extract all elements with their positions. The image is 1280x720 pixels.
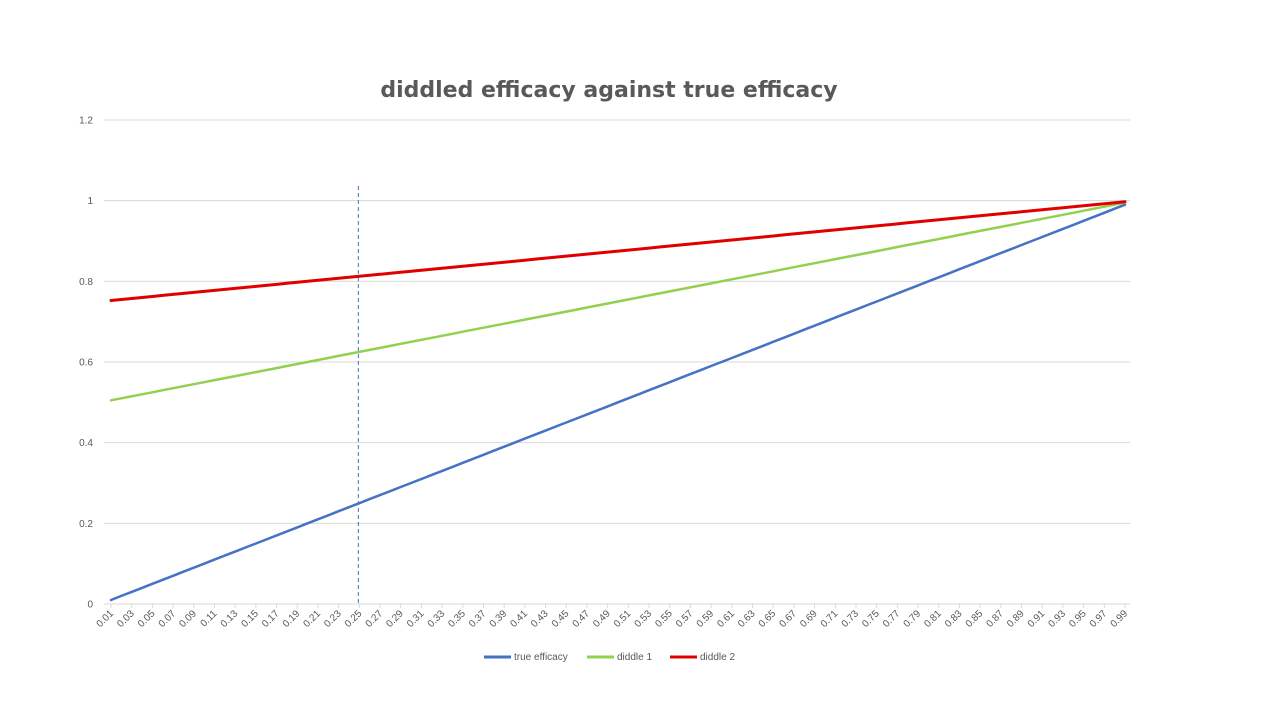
- x-tick-label: 0.31: [405, 608, 427, 630]
- x-tick-label: 0.59: [695, 608, 717, 630]
- y-tick-label: 0.2: [79, 519, 93, 530]
- x-tick-label: 0.27: [364, 608, 386, 630]
- x-tick-label: 0.89: [1005, 608, 1027, 630]
- y-tick-label: 0.6: [79, 358, 93, 369]
- x-tick-label: 0.95: [1067, 608, 1089, 630]
- x-tick-label: 0.77: [881, 608, 903, 630]
- x-tick-label: 0.03: [115, 608, 137, 630]
- x-tick-label: 0.63: [736, 608, 758, 630]
- x-tick-label: 0.21: [302, 608, 324, 630]
- series-line-2: [109, 201, 1127, 402]
- x-tick-label: 0.07: [157, 608, 179, 630]
- x-tick-label: 0.29: [384, 608, 406, 630]
- x-tick-label: 0.97: [1088, 608, 1110, 630]
- x-tick-label: 0.41: [508, 608, 530, 630]
- x-tick-label: 0.83: [943, 608, 965, 630]
- gridlines: [104, 119, 1130, 605]
- y-tick-label: 1: [87, 196, 93, 207]
- x-tick-label: 0.09: [177, 608, 199, 630]
- x-tick-label: 0.39: [488, 608, 510, 630]
- y-tick-label: 0.4: [79, 438, 93, 449]
- x-tick-label: 0.75: [860, 608, 882, 630]
- x-tick-label: 0.93: [1046, 608, 1068, 630]
- chart-title: diddled efficacy against true efficacy: [380, 78, 837, 103]
- x-tick-label: 0.25: [343, 608, 365, 630]
- series-line-1: [109, 203, 1127, 602]
- x-tick-label: 0.11: [199, 608, 220, 629]
- y-tick-label: 0: [87, 600, 93, 611]
- x-tick-label: 0.79: [902, 608, 924, 630]
- legend-label: true efficacy: [514, 652, 568, 663]
- x-tick-label: 0.47: [571, 608, 593, 630]
- x-tick-label: 0.17: [260, 608, 282, 630]
- x-tick-label: 0.53: [633, 608, 655, 630]
- x-tick-label: 0.23: [322, 608, 344, 630]
- series-lines: [109, 200, 1127, 602]
- x-tick-label: 0.43: [529, 608, 551, 630]
- x-tick-label: 0.49: [591, 608, 613, 630]
- x-tick-label: 0.37: [467, 608, 489, 630]
- x-tick-label: 0.85: [964, 608, 986, 630]
- x-tick-label: 0.05: [136, 608, 158, 630]
- legend-label: diddle 2: [700, 652, 735, 663]
- x-tick-label: 0.73: [840, 608, 862, 630]
- x-tick-label: 0.65: [757, 608, 779, 630]
- x-tick-label: 0.15: [239, 608, 261, 630]
- x-tick-label: 0.99: [1109, 608, 1131, 630]
- x-tick-label: 0.33: [426, 608, 448, 630]
- x-tick-label: 0.55: [653, 608, 675, 630]
- x-tick-label: 0.71: [819, 608, 841, 630]
- y-tick-label: 1.2: [79, 116, 93, 127]
- x-tick-label: 0.57: [674, 608, 696, 630]
- x-tick-label: 0.67: [777, 608, 799, 630]
- x-tick-label: 0.01: [95, 608, 117, 630]
- x-tick-label: 0.19: [281, 608, 303, 630]
- x-tick-label: 0.35: [446, 608, 468, 630]
- x-tick-label: 0.61: [715, 608, 737, 630]
- legend: true efficacy diddle 1 diddle 2: [484, 652, 735, 663]
- x-tick-label: 0.13: [219, 608, 241, 630]
- x-tick-label: 0.91: [1026, 608, 1048, 630]
- series-line-3: [109, 200, 1127, 302]
- y-tick-label: 0.8: [79, 277, 93, 288]
- x-tick-label: 0.45: [550, 608, 572, 630]
- x-tick-label: 0.69: [798, 608, 820, 630]
- x-tick-label: 0.51: [612, 608, 634, 630]
- legend-label: diddle 1: [617, 652, 652, 663]
- x-tick-label: 0.87: [984, 608, 1006, 630]
- x-axis-ticks: 0.01 0.03 0.05 0.07 0.09 0.11 0.13 0.15 0.17 0.19…: [95, 604, 1131, 630]
- y-axis-ticks: 0 0.2 0.4 0.6 0.8 1 1.2: [79, 116, 93, 611]
- x-tick-label: 0.81: [922, 608, 944, 630]
